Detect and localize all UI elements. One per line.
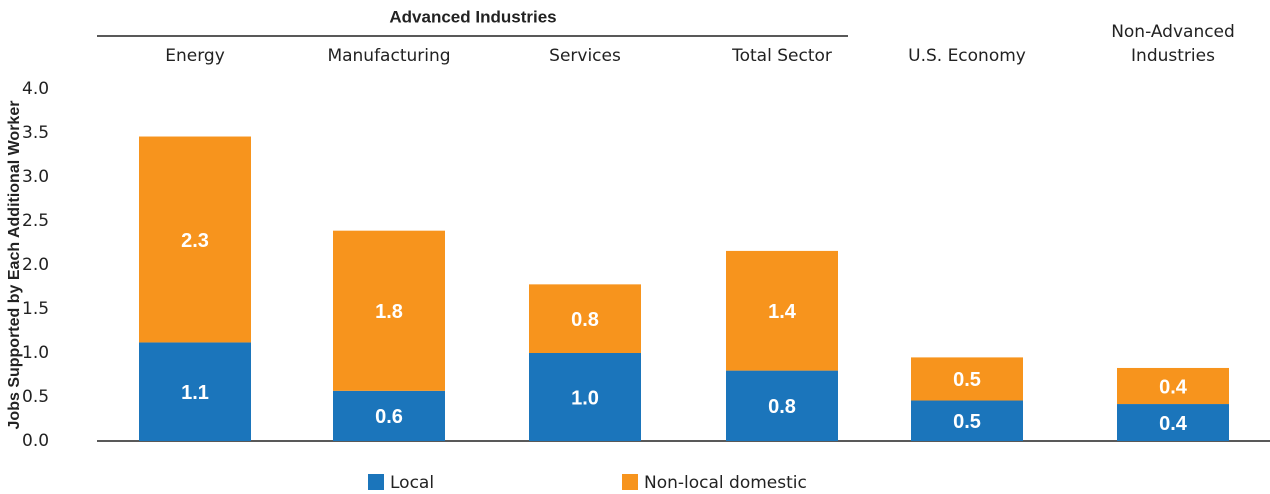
x-tick-label: U.S. Economy (908, 46, 1026, 66)
legend-swatch (368, 474, 384, 490)
y-tick-label: 0.5 (22, 387, 49, 407)
bar-segment (1117, 367, 1229, 405)
value-label: 1.4 (768, 301, 797, 323)
y-tick-label: 1.5 (22, 299, 49, 319)
value-label: 0.4 (1159, 413, 1188, 435)
x-tick-label: Services (549, 46, 621, 66)
bar-segment (139, 136, 251, 343)
value-label: 0.8 (768, 396, 796, 418)
y-tick-label: 2.5 (22, 211, 49, 231)
y-tick-label: 3.0 (22, 167, 49, 187)
value-label: 0.5 (953, 369, 981, 391)
bar-segment (333, 390, 445, 441)
y-tick-label: 2.0 (22, 255, 49, 275)
legend-swatch (622, 474, 638, 490)
value-label: 1.8 (375, 301, 403, 323)
value-label: 2.3 (181, 230, 209, 252)
legend-label: Non-local domestic (644, 473, 807, 493)
bar-segment (726, 250, 838, 371)
value-label: 0.5 (953, 411, 981, 433)
group-label: Advanced Industries (389, 7, 556, 26)
y-tick-label: 0.0 (22, 431, 49, 451)
bar-segment (139, 342, 251, 441)
y-tick-label: 1.0 (22, 343, 49, 363)
x-tick-label: Manufacturing (327, 46, 450, 66)
legend-label: Local (390, 473, 434, 493)
x-tick-label: Non-Advanced Industries (1111, 22, 1235, 66)
y-tick-label: 4.0 (22, 79, 49, 99)
value-label: 1.0 (571, 387, 599, 409)
bar-segment (529, 353, 641, 441)
y-axis-label: Jobs Supported by Each Additional Worker (6, 101, 23, 430)
bar-segment (529, 284, 641, 353)
x-tick-label: Energy (165, 46, 225, 66)
value-label: 0.4 (1159, 376, 1188, 398)
bar-segment (726, 370, 838, 441)
x-tick-label: Total Sector (731, 46, 832, 66)
value-label: 0.8 (571, 309, 599, 331)
bar-segment (1117, 404, 1229, 441)
bar-segment (911, 400, 1023, 441)
value-label: 1.1 (181, 382, 209, 404)
y-tick-label: 3.5 (22, 123, 49, 143)
value-label: 0.6 (375, 406, 403, 428)
bar-segment (333, 230, 445, 391)
bar-segment (911, 357, 1023, 401)
